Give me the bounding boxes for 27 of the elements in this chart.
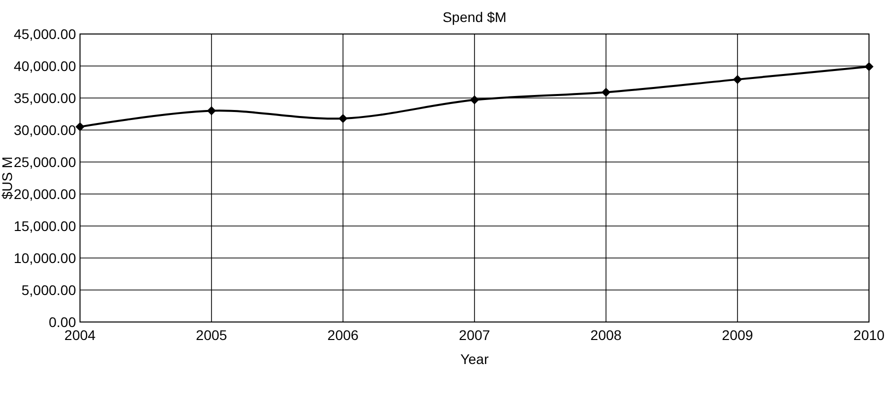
point [602,88,610,97]
point [733,74,742,84]
y-tick-label: 40,000.00 [14,58,76,74]
y-tick-label: 20,000.00 [14,186,76,202]
x-axis-title: Year [460,351,489,367]
y-tick-label: 15,000.00 [14,218,76,234]
x-tick-label: 2005 [196,327,228,343]
y-tick-label: 35,000.00 [14,90,76,106]
x-tick-label: 2004 [64,327,96,343]
x-tick-label: 2007 [458,327,490,343]
x-tick-label: 2008 [590,327,622,343]
y-tick-label: 10,000.00 [14,250,76,266]
chart-title: Spend $M [442,9,506,25]
y-tick-label: 25,000.00 [14,154,76,170]
point [338,114,348,123]
y-tick-label: 45,000.00 [14,26,76,42]
x-tick-label: 2009 [722,327,754,343]
y-tick-label: 30,000.00 [14,122,76,138]
x-tick-label: 2006 [327,327,359,343]
x-tick-label: 2010 [853,327,885,343]
point [207,106,216,116]
y-tick-label: 5,000.00 [22,282,76,298]
y-axis-title: $US M [0,156,15,200]
point [864,62,874,72]
point [76,122,84,132]
point [470,95,479,104]
y-tick-label: 0.00 [48,314,76,330]
